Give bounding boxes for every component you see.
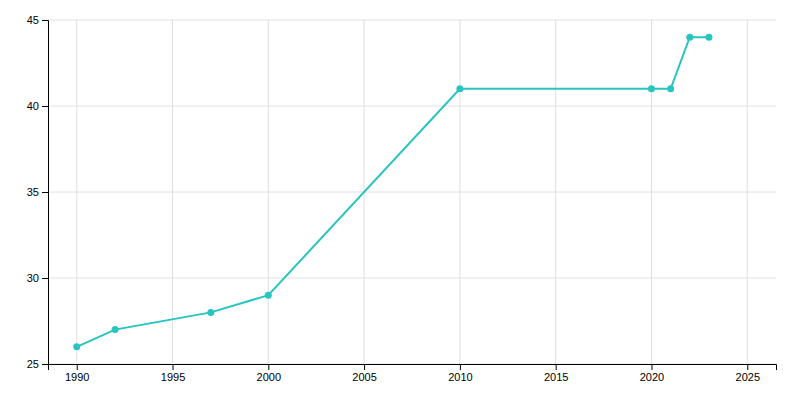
- grid: [48, 20, 776, 364]
- tick: 1995: [161, 364, 185, 383]
- tick-mark: [556, 364, 557, 370]
- tick-label: 2000: [257, 371, 281, 383]
- tick-label: 2020: [640, 371, 664, 383]
- tick-mark: [42, 192, 48, 193]
- tick-label: 35: [27, 186, 39, 198]
- tick: 30: [27, 272, 48, 284]
- tick-label: 25: [27, 358, 39, 370]
- tick-label: 1990: [65, 371, 89, 383]
- tick: 2020: [640, 364, 664, 383]
- tick-mark: [42, 278, 48, 279]
- tick: 2025: [736, 364, 760, 383]
- tick-mark: [460, 364, 461, 370]
- tick-mark: [364, 364, 365, 370]
- tick: 1990: [65, 364, 89, 383]
- point: [705, 34, 712, 41]
- tick-label: 40: [27, 100, 39, 112]
- tick-mark: [42, 20, 48, 21]
- tick: 2015: [544, 364, 568, 383]
- marks: [73, 34, 712, 351]
- tick-label: 2015: [544, 371, 568, 383]
- tick-label: 45: [27, 14, 39, 26]
- point: [207, 309, 214, 316]
- point: [112, 326, 119, 333]
- axis-line: [42, 21, 49, 365]
- tick-mark: [42, 364, 48, 365]
- tick: 45: [27, 14, 48, 26]
- tick-label: 1995: [161, 371, 185, 383]
- grid-line-y: [48, 192, 776, 193]
- point: [667, 85, 674, 92]
- tick-mark: [651, 364, 652, 370]
- grid-line-y: [48, 20, 776, 21]
- x-axis: 1990 1995 2000 2005 2010 2015 2020 2025: [49, 364, 777, 383]
- tick-label: 2005: [352, 371, 376, 383]
- tick: 2005: [352, 364, 376, 383]
- tick-mark: [42, 106, 48, 107]
- tick-label: 2025: [736, 371, 760, 383]
- y-axis: 25 30 35 40 45: [27, 14, 49, 370]
- tick-label: 30: [27, 272, 39, 284]
- tick: 25: [27, 358, 48, 370]
- point: [456, 85, 463, 92]
- point: [686, 34, 693, 41]
- tick-mark: [173, 364, 174, 370]
- tick: 2000: [257, 364, 281, 383]
- line: [77, 37, 709, 347]
- point: [73, 343, 80, 350]
- tick-mark: [77, 364, 78, 370]
- plot-area: 1990 1995 2000 2005 2010 2015 2020 2025 25 30 35 40…: [27, 14, 777, 383]
- tick-mark: [268, 364, 269, 370]
- chart: 1990 1995 2000 2005 2010 2015 2020 2025 25 30 35 40…: [0, 0, 800, 400]
- grid-line-y: [48, 278, 776, 279]
- tick: 40: [27, 100, 48, 112]
- tick: 35: [27, 186, 48, 198]
- axis-line: [49, 365, 777, 371]
- tick: 2010: [448, 364, 472, 383]
- tick-mark: [747, 364, 748, 370]
- point: [648, 85, 655, 92]
- grid-line-y: [48, 106, 776, 107]
- tick-label: 2010: [448, 371, 472, 383]
- point: [265, 292, 272, 299]
